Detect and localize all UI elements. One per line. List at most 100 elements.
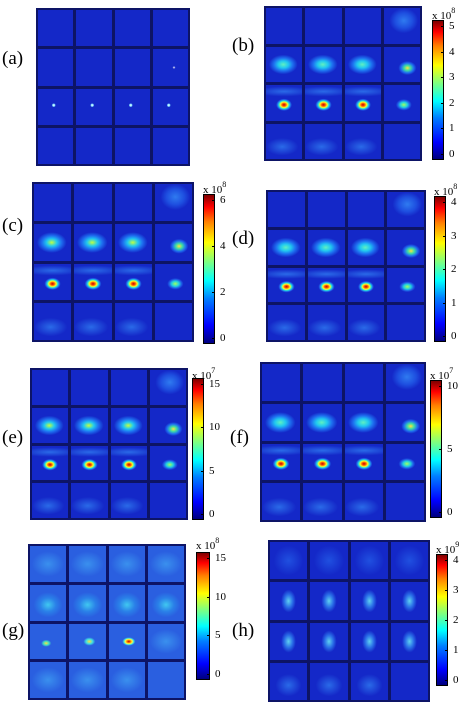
heatmap-cell: [383, 123, 420, 159]
colorbar-c: [203, 194, 215, 344]
panel-label-a: (a): [2, 48, 24, 69]
colorbar-tick-label: 4: [220, 240, 226, 252]
heatmap-cell: [310, 622, 348, 660]
heatmap-cell: [347, 192, 385, 227]
colorbar-tick-mark: [441, 102, 444, 104]
heatmap-cell: [387, 305, 424, 340]
heatmap-cell: [305, 46, 342, 82]
heatmap-cell: [76, 127, 112, 164]
panel-label-e: (e): [2, 427, 24, 448]
colorbar-tick-mark: [441, 128, 444, 130]
heatmap-cell: [149, 370, 186, 405]
colorbar-tick-mark: [212, 200, 215, 201]
heatmap-cell: [32, 445, 69, 481]
heatmap-cell: [266, 85, 303, 121]
heatmap-cell: [147, 584, 184, 621]
colorbar-tick-label: 0: [451, 330, 457, 342]
panel-label-d: (d): [232, 228, 255, 249]
colorbar-tick-label: 0: [209, 508, 215, 520]
colorbar-tick-label: 1: [449, 122, 455, 135]
heatmap-cell: [34, 223, 72, 261]
colorbar-tick-label: 0: [447, 506, 453, 518]
heatmap-cell: [387, 192, 424, 227]
colorbar-tick-mark: [441, 154, 444, 155]
heatmap-cell: [305, 85, 342, 121]
colorbar-tick-mark: [443, 302, 446, 304]
heatmap-cell: [152, 88, 188, 125]
heatmap-cell: [71, 407, 108, 443]
heatmap-cell: [147, 623, 184, 660]
heatmap-cell: [307, 229, 345, 265]
heatmap-grid-b: [264, 6, 422, 161]
heatmap-cell: [108, 623, 145, 660]
heatmap-cell: [154, 184, 192, 221]
heatmap-cell: [390, 542, 428, 580]
heatmap-cell: [152, 49, 188, 86]
colorbar-tick-mark: [201, 427, 204, 429]
colorbar-tick-mark: [212, 246, 215, 247]
colorbar-tick-mark: [443, 235, 446, 237]
heatmap-cell: [270, 662, 308, 700]
heatmap-cell: [310, 582, 348, 620]
heatmap-cell: [310, 662, 348, 700]
heatmap-cell: [152, 127, 188, 164]
heatmap-cell: [149, 483, 186, 518]
heatmap-cell: [266, 8, 303, 44]
colorbar-tick-label: 0: [453, 674, 459, 686]
heatmap-grid-h: [268, 540, 430, 702]
colorbar-tick-mark: [212, 292, 215, 293]
heatmap-cell: [266, 123, 303, 159]
heatmap-cell: [108, 546, 145, 582]
colorbar-tick-label: 3: [453, 584, 459, 596]
colorbar-tick-label: 0: [220, 332, 226, 344]
heatmap-cell: [34, 184, 72, 221]
heatmap-cell: [69, 623, 106, 660]
heatmap-cell: [38, 88, 74, 125]
heatmap-cell: [108, 584, 145, 621]
heatmap-cell: [390, 662, 428, 700]
colorbar-tick-mark: [201, 384, 204, 385]
heatmap-cell: [303, 443, 342, 481]
colorbar-tick-mark: [445, 560, 448, 561]
heatmap-cell: [74, 263, 112, 301]
heatmap-cell: [114, 263, 152, 301]
panel-label-b: (b): [232, 35, 255, 56]
heatmap-cell: [71, 483, 108, 518]
panel-label-c: (c): [2, 215, 24, 236]
heatmap-grid-f: [260, 362, 426, 522]
panel-label-g: (g): [2, 620, 25, 641]
heatmap-cell: [147, 546, 184, 582]
heatmap-cell: [385, 483, 424, 520]
colorbar-multiplier-c: x 108: [203, 180, 227, 196]
colorbar-tick-label: 5: [449, 20, 455, 32]
heatmap-cell: [30, 623, 67, 660]
colorbar-tick-mark: [212, 338, 215, 339]
heatmap-cell: [76, 88, 112, 125]
heatmap-cell: [154, 303, 192, 340]
colorbar-tick-mark: [443, 269, 446, 270]
heatmap-cell: [350, 542, 388, 580]
heatmap-cell: [305, 123, 342, 159]
colorbar-tick-label: 3: [449, 71, 455, 84]
heatmap-cell: [262, 403, 301, 441]
panel-label-h: (h): [232, 620, 255, 641]
heatmap-cell: [38, 127, 74, 164]
colorbar-tick-label: 10: [215, 590, 226, 603]
heatmap-cell: [69, 662, 106, 698]
heatmap-cell: [307, 192, 345, 227]
heatmap-cell: [114, 127, 150, 164]
heatmap-cell: [383, 46, 420, 82]
heatmap-cell: [307, 267, 345, 303]
heatmap-cell: [344, 8, 381, 44]
heatmap-cell: [32, 483, 69, 518]
colorbar-tick-mark: [439, 512, 442, 513]
colorbar-multiplier-g: x 108: [196, 536, 220, 552]
heatmap-cell: [154, 223, 192, 261]
colorbar-tick-mark: [439, 386, 442, 387]
heatmap-cell: [154, 263, 192, 301]
heatmap-cell: [147, 662, 184, 698]
colorbar-tick-mark: [207, 596, 210, 598]
colorbar-tick-mark: [445, 620, 448, 621]
heatmap-cell: [76, 49, 112, 86]
heatmap-cell: [262, 483, 301, 520]
